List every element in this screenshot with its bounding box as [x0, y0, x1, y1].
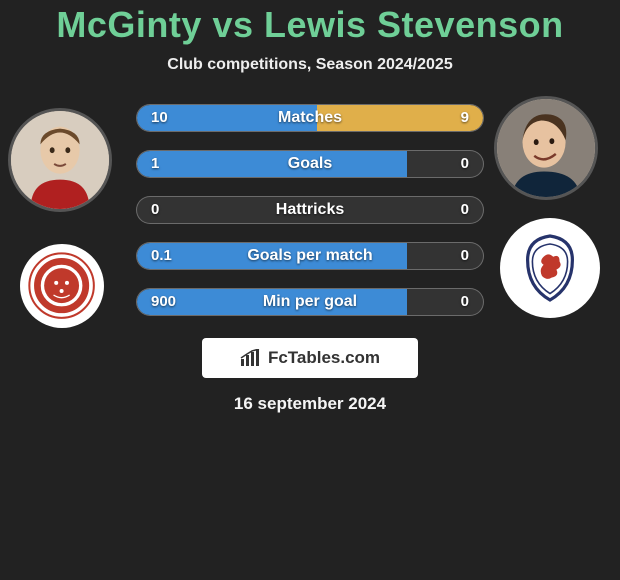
player-left-avatar [8, 108, 112, 212]
stat-right-value: 9 [461, 104, 469, 132]
stat-left-value: 0 [151, 196, 159, 224]
stats-bars: 10 Matches 9 1 Goals 0 0 Hattricks 0 [136, 104, 484, 316]
bar-chart-icon [240, 349, 262, 367]
stat-left-value: 10 [151, 104, 168, 132]
person-icon [11, 111, 109, 209]
branding-badge: FcTables.com [202, 338, 418, 378]
stat-row: 0.1 Goals per match 0 [136, 242, 484, 270]
club-crest-icon [28, 252, 95, 319]
club-crest-icon [510, 228, 590, 308]
stat-label: Goals per match [247, 242, 372, 270]
stat-row: 1 Goals 0 [136, 150, 484, 178]
stat-label: Min per goal [263, 288, 357, 316]
stat-left-value: 900 [151, 288, 176, 316]
stat-label: Matches [278, 104, 342, 132]
stat-label: Goals [288, 150, 332, 178]
stat-left-fill [137, 151, 407, 177]
stat-right-value: 0 [461, 196, 469, 224]
date-line: 16 september 2024 [0, 394, 620, 414]
season-subtitle: Club competitions, Season 2024/2025 [0, 56, 620, 74]
stat-right-value: 0 [461, 242, 469, 270]
content-area: 10 Matches 9 1 Goals 0 0 Hattricks 0 [0, 104, 620, 414]
stat-row: 10 Matches 9 [136, 104, 484, 132]
branding-text: FcTables.com [268, 348, 380, 368]
player-right-avatar [494, 96, 598, 200]
stat-right-value: 0 [461, 288, 469, 316]
stat-right-value: 0 [461, 150, 469, 178]
person-icon [497, 99, 595, 197]
stat-row: 900 Min per goal 0 [136, 288, 484, 316]
stat-row: 0 Hattricks 0 [136, 196, 484, 224]
stat-label: Hattricks [276, 196, 344, 224]
stat-left-value: 1 [151, 150, 159, 178]
stat-left-value: 0.1 [151, 242, 172, 270]
comparison-card: McGinty vs Lewis Stevenson Club competit… [0, 0, 620, 414]
club-left-crest [20, 244, 104, 328]
club-right-crest [500, 218, 600, 318]
page-title: McGinty vs Lewis Stevenson [0, 4, 620, 46]
